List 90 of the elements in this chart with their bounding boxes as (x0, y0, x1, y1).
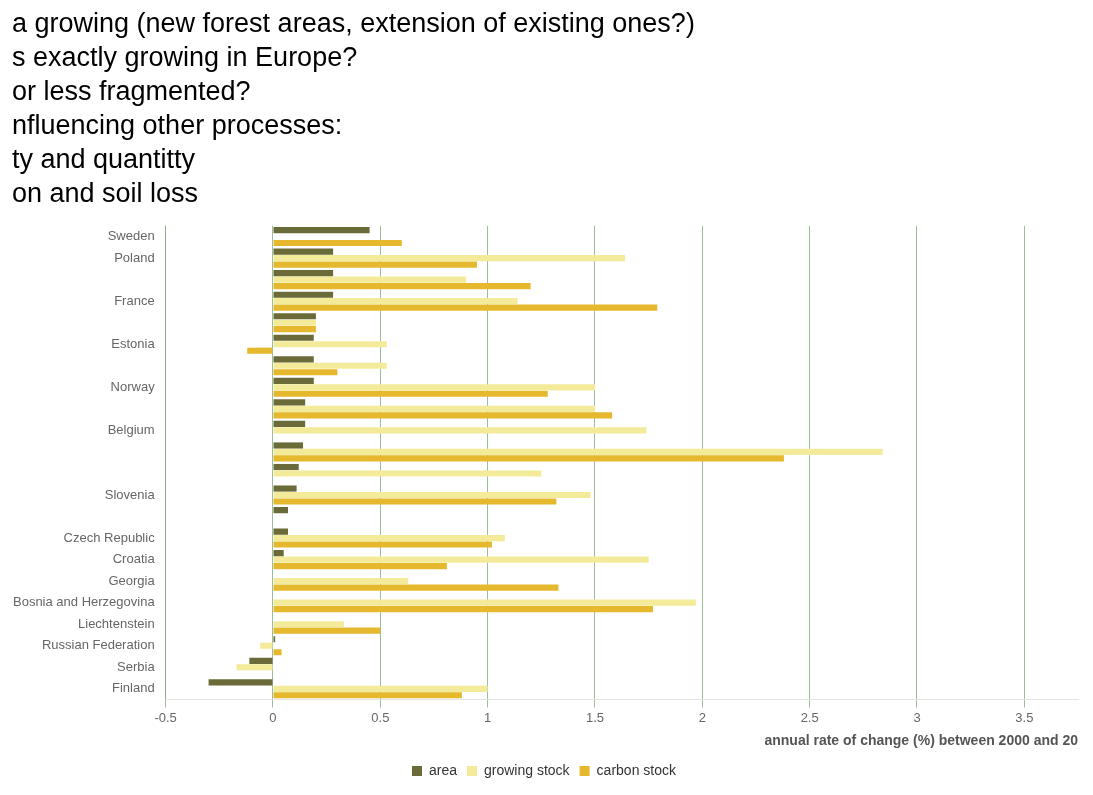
bar (273, 248, 334, 255)
bar (273, 341, 387, 348)
text: ty and quantitty (12, 143, 197, 176)
bar (273, 334, 314, 341)
y-tick-label: Serbia (117, 658, 156, 674)
bar (273, 491, 591, 499)
bar (273, 485, 297, 492)
text: on and soil loss (12, 177, 200, 210)
y-tick-label: Liechtenstein (78, 615, 155, 631)
bar (273, 326, 316, 333)
bar (273, 442, 304, 449)
bar (273, 377, 314, 384)
bar (273, 270, 334, 277)
bar (208, 679, 273, 686)
text: a growing (new forest areas, extension of existing ones?) (12, 7, 696, 40)
y-tick-label: Finland (112, 680, 155, 696)
x-tick-label: 3.5 (1015, 709, 1034, 725)
bar (273, 399, 306, 406)
bar (273, 455, 784, 462)
bar (273, 313, 316, 320)
bar (273, 291, 334, 298)
bar (273, 563, 447, 570)
y-tick-label: Estonia (111, 335, 156, 351)
bar (273, 550, 284, 557)
text: or less fragmented? (12, 75, 252, 108)
y-tick-label: France (114, 292, 155, 308)
legend-label: carbon stock (596, 761, 677, 778)
x-tick-label: 0 (269, 709, 277, 725)
text: nfluencing other processes: (12, 109, 344, 142)
bar (273, 578, 409, 585)
y-tick-label: Croatia (112, 551, 156, 567)
bar (273, 606, 653, 613)
bar (273, 621, 344, 628)
bar (260, 642, 273, 649)
bar (273, 276, 467, 283)
text: s exactly growing in Europe? (12, 41, 359, 74)
y-tick-label: Russian Federation (41, 637, 155, 653)
bar (273, 627, 381, 634)
bar (236, 664, 273, 671)
bar (273, 412, 613, 419)
bar (273, 227, 370, 234)
bar (273, 535, 505, 542)
bar (273, 427, 647, 434)
bar (273, 541, 492, 548)
x-tick-label: 3 (913, 709, 921, 725)
bar (273, 283, 531, 290)
x-tick-label: -0.5 (154, 709, 177, 725)
bar (273, 528, 289, 535)
y-tick-label: Belgium (107, 421, 155, 437)
bar (273, 362, 387, 369)
x-tick-label: 2 (698, 709, 706, 725)
legend-label: area (429, 761, 458, 778)
bar (273, 420, 306, 427)
x-tick-label: 1.5 (585, 709, 605, 725)
y-tick-label: Georgia (108, 572, 156, 588)
y-tick-label: Slovenia (104, 486, 156, 502)
bar (249, 657, 273, 664)
y-tick-label: Poland (114, 249, 155, 265)
bar (273, 261, 477, 268)
bar (273, 304, 658, 311)
bar (273, 405, 595, 412)
x-tick-label: 1 (484, 709, 492, 725)
bar (273, 298, 518, 305)
y-tick-label: Sweden (107, 228, 155, 244)
x-axis-title: annual rate of change (%) between 2000 and 20 (764, 732, 1079, 749)
bar (273, 463, 299, 471)
bar (273, 599, 696, 606)
bar (247, 347, 273, 354)
bar (273, 319, 316, 326)
bar (273, 255, 626, 262)
bar (273, 369, 338, 376)
bar (273, 692, 462, 699)
x-tick-label: 0.5 (371, 709, 390, 725)
bar (273, 470, 542, 477)
bar (273, 649, 282, 656)
bar (273, 356, 314, 363)
bar (273, 384, 595, 391)
bar (273, 390, 548, 397)
bar (273, 498, 557, 505)
bar (273, 556, 649, 563)
bar (273, 448, 883, 455)
x-tick-label: 2.5 (800, 709, 819, 725)
bar (273, 507, 289, 514)
bar (273, 685, 488, 692)
bar (273, 584, 559, 591)
y-tick-label: Norway (110, 378, 156, 394)
y-tick-label: Czech Republic (63, 529, 156, 545)
legend-label: growing stock (484, 761, 571, 778)
bar (273, 239, 402, 247)
y-tick-label: Bosnia and Herzegovina (12, 594, 156, 610)
